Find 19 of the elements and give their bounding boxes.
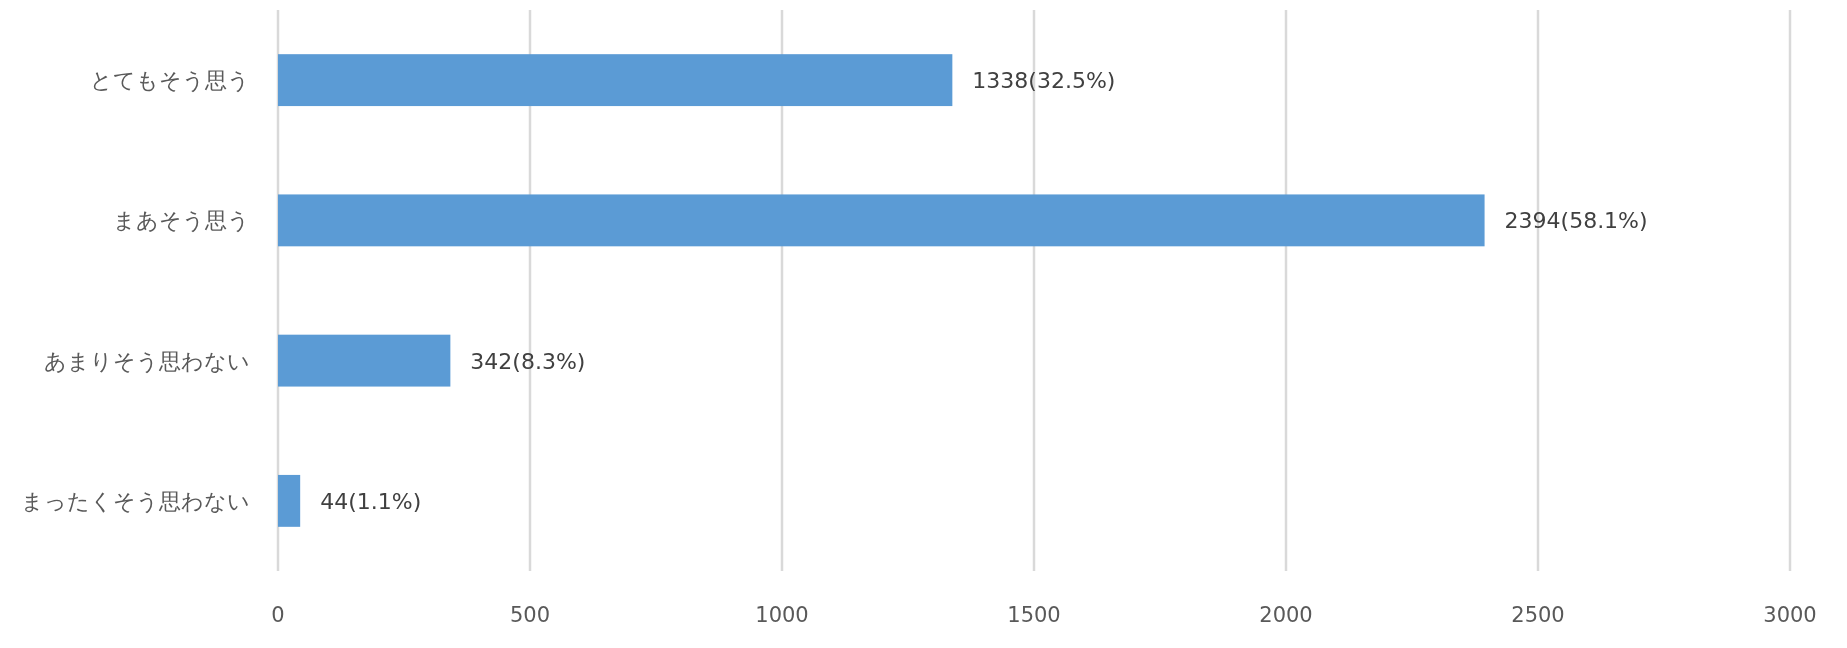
data-label: 342(8.3%) [470,348,586,374]
y-tick-label: とてもそう思う [90,68,250,94]
x-tick-label: 500 [509,603,551,627]
y-tick-label: まったくそう思わない [21,488,250,514]
data-label: 1338(32.5%) [972,68,1116,94]
bar [278,334,451,387]
x-tick-label: 1500 [1007,603,1061,627]
data-label: 2394(58.1%) [1504,208,1648,234]
x-tick-label: 3000 [1763,603,1817,627]
x-tick-label: 2500 [1511,603,1565,627]
x-tick-label: 0 [271,603,285,627]
bar [278,54,953,107]
bar [278,474,301,527]
data-label: 44(1.1%) [320,488,422,514]
x-tick-label: 2000 [1259,603,1313,627]
y-tick-label: まあそう思う [113,208,250,234]
bar [278,194,1485,247]
y-tick-label: あまりそう思わない [44,348,250,374]
x-tick-label: 1000 [755,603,809,627]
